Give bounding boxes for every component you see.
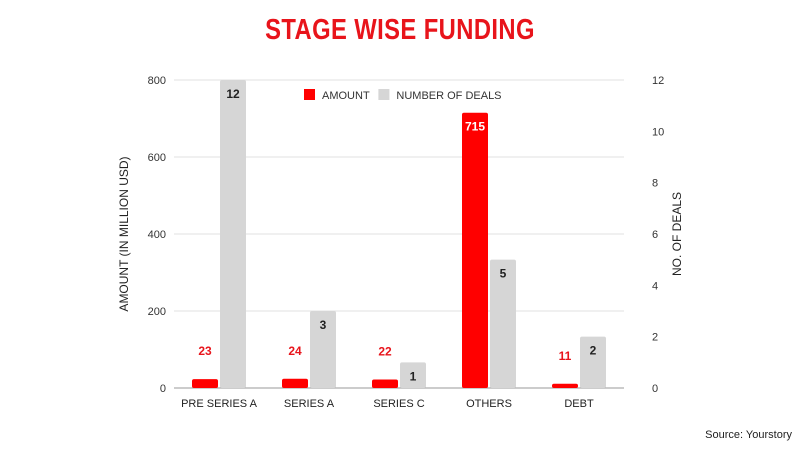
y-tick-label-right: 8	[652, 178, 658, 190]
legend-label: AMOUNT	[322, 90, 370, 102]
bar-deals	[490, 259, 516, 388]
y-tick-label-left: 400	[148, 229, 166, 241]
x-tick-label: PRE SERIES A	[181, 398, 257, 410]
legend-swatch	[304, 89, 315, 100]
y-tick-label-left: 0	[160, 383, 166, 395]
y-tick-label-right: 2	[652, 332, 658, 344]
y-tick-label-right: 4	[652, 280, 658, 292]
y-tick-label-right: 12	[652, 75, 664, 87]
bar-amount	[192, 379, 218, 388]
bar-deals	[580, 336, 606, 388]
x-tick-label: DEBT	[564, 398, 594, 410]
y-tick-label-right: 6	[652, 229, 658, 241]
legend-label: NUMBER OF DEALS	[396, 90, 501, 102]
data-label-amount: 24	[288, 344, 302, 358]
data-label-deals: 5	[500, 267, 507, 281]
data-label-amount: 23	[198, 344, 212, 358]
x-tick-label: OTHERS	[466, 398, 512, 410]
data-label-amount: 715	[465, 120, 485, 134]
data-label-amount: 22	[378, 345, 392, 359]
bars	[192, 80, 606, 388]
bar-amount	[552, 383, 578, 388]
bar-deals	[400, 362, 426, 388]
chart-title: STAGE WISE FUNDING	[265, 14, 535, 46]
data-labels: 23 12 24 3 22 1 715 5 11 2	[198, 87, 596, 383]
y-tick-label-right: 0	[652, 383, 658, 395]
y-tick-label-left: 200	[148, 306, 166, 318]
x-tick-label: SERIES C	[373, 398, 424, 410]
legend: AMOUNT NUMBER OF DEALS	[304, 89, 502, 102]
y-tick-label-left: 800	[148, 75, 166, 87]
bar-amount	[462, 112, 488, 388]
bar-amount	[282, 378, 308, 388]
y-tick-label-left: 600	[148, 152, 166, 164]
data-label-deals: 2	[590, 344, 597, 358]
grid-lines	[174, 79, 624, 389]
x-tick-label: SERIES A	[284, 398, 335, 410]
bar-deals	[310, 311, 336, 388]
data-label-deals: 1	[410, 369, 417, 383]
data-label-deals: 12	[226, 87, 240, 101]
legend-swatch	[378, 89, 390, 100]
bar-amount	[372, 379, 398, 388]
source-note: Source: Yourstory	[705, 429, 792, 441]
data-label-deals: 3	[320, 318, 327, 332]
y-tick-label-right: 10	[652, 126, 664, 138]
bar-deals	[220, 80, 246, 388]
data-label-amount: 11	[559, 349, 572, 363]
y-axis-title-right: NO. OF DEALS	[670, 192, 684, 276]
y-axis-title-left: AMOUNT (IN MILLION USD)	[117, 156, 131, 311]
